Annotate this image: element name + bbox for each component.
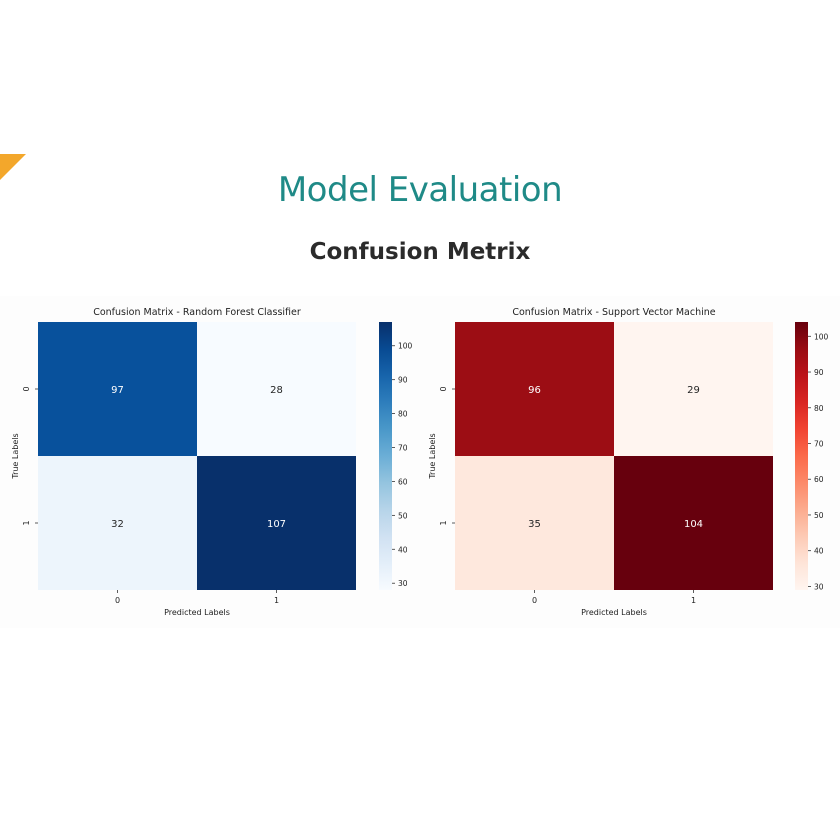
x-axis-label: Predicted Labels — [164, 608, 230, 617]
heatmap-cell — [455, 456, 614, 590]
cell-value-label: 32 — [111, 519, 124, 530]
confusion-matrix-figure: Confusion Matrix - Random Forest Classif… — [0, 296, 840, 628]
colorbar-tick-label: 40 — [814, 547, 824, 556]
slide-title: Model Evaluation — [277, 170, 563, 210]
cell-value-label: 107 — [267, 519, 286, 530]
x-tick-label: 0 — [115, 596, 120, 605]
cell-value-label: 96 — [528, 385, 541, 396]
x-axis-label: Predicted Labels — [581, 608, 647, 617]
y-axis-label: True Labels — [428, 433, 437, 479]
y-tick-label: 1 — [439, 520, 448, 525]
slide-subtitle: Confusion Metrix — [309, 239, 531, 265]
colorbar — [379, 322, 392, 590]
y-tick-label: 0 — [439, 386, 448, 391]
colorbar-tick-label: 70 — [814, 439, 824, 448]
corner-accent-shape — [0, 154, 26, 180]
chart-title: Confusion Matrix - Support Vector Machin… — [512, 307, 715, 318]
heatmap-cell — [455, 322, 614, 456]
cell-value-label: 28 — [270, 385, 283, 396]
heatmap-cell — [197, 456, 356, 590]
colorbar-tick-label: 30 — [814, 582, 824, 591]
colorbar-tick-label: 90 — [398, 376, 408, 385]
colorbar-tick-label: 30 — [398, 579, 408, 588]
chart-title: Confusion Matrix - Random Forest Classif… — [93, 307, 301, 318]
cell-value-label: 97 — [111, 385, 124, 396]
x-tick-label: 0 — [532, 596, 537, 605]
heatmaps-svg: Confusion Matrix - Random Forest Classif… — [11, 307, 829, 617]
x-tick-label: 1 — [274, 596, 279, 605]
y-tick-label: 1 — [22, 520, 31, 525]
heatmap-cell — [197, 322, 356, 456]
heatmap-cell — [614, 322, 773, 456]
heatmap-cell — [614, 456, 773, 590]
colorbar-tick-label: 50 — [398, 511, 408, 520]
colorbar-tick-label: 80 — [398, 410, 408, 419]
y-axis-label: True Labels — [11, 433, 20, 479]
x-tick-label: 1 — [691, 596, 696, 605]
colorbar-tick-label: 100 — [398, 342, 413, 351]
heatmap-cell — [38, 322, 197, 456]
colorbar-tick-label: 90 — [814, 368, 824, 377]
y-tick-label: 0 — [22, 386, 31, 391]
cell-value-label: 35 — [528, 519, 541, 530]
colorbar — [795, 322, 808, 590]
cell-value-label: 104 — [684, 519, 703, 530]
colorbar-tick-label: 70 — [398, 444, 408, 453]
colorbar-tick-label: 50 — [814, 511, 824, 520]
colorbar-tick-label: 100 — [814, 332, 829, 341]
colorbar-tick-label: 80 — [814, 404, 824, 413]
cell-value-label: 29 — [687, 385, 700, 396]
colorbar-tick-label: 60 — [398, 477, 408, 486]
heatmap-cell — [38, 456, 197, 590]
colorbar-tick-label: 40 — [398, 545, 408, 554]
colorbar-tick-label: 60 — [814, 475, 824, 484]
